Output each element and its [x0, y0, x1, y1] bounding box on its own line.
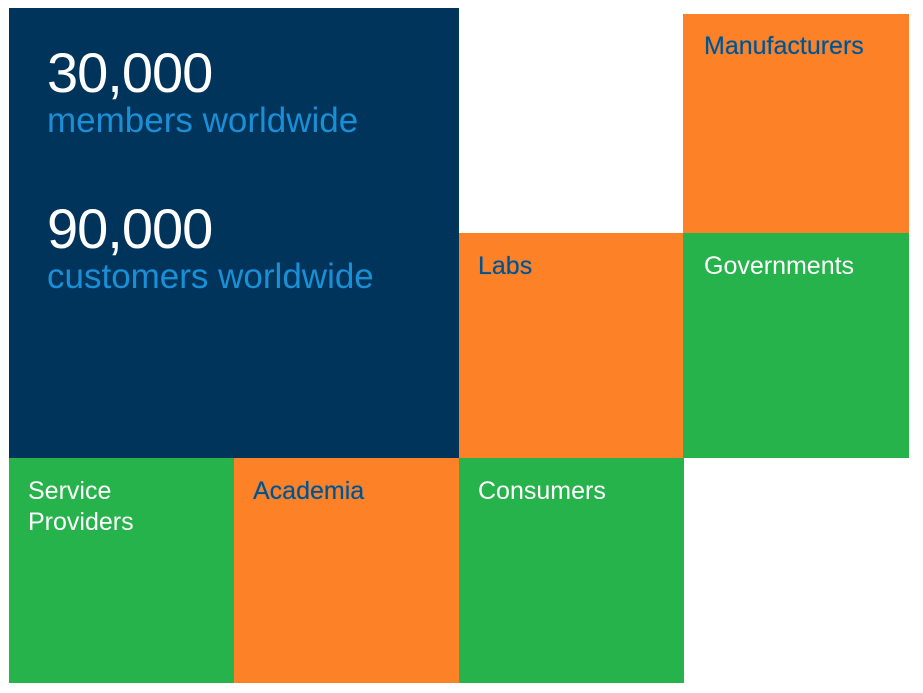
consumers-label: Consumers — [478, 477, 606, 505]
service-providers-label-line2: Providers — [28, 508, 134, 536]
tile-academia: Academia — [234, 458, 459, 683]
tile-service-providers: Service Providers — [9, 458, 234, 683]
members-stat: 30,000 members worldwide — [47, 44, 459, 140]
labs-label: Labs — [478, 252, 533, 280]
manufacturers-label: Manufacturers — [704, 32, 864, 60]
members-count: 30,000 — [47, 41, 213, 104]
customers-label: customers worldwide — [47, 257, 374, 296]
tile-consumers: Consumers — [459, 458, 684, 683]
tile-manufacturers: Manufacturers — [683, 14, 909, 233]
academia-label: Academia — [253, 477, 365, 505]
governments-label: Governments — [704, 252, 855, 280]
tile-labs: Labs — [459, 233, 683, 458]
stats-panel: 30,000 members worldwide 90,000 customer… — [9, 8, 459, 458]
customers-stat: 90,000 customers worldwide — [47, 200, 459, 296]
service-providers-label-line1: Service — [28, 477, 112, 505]
customers-count: 90,000 — [47, 197, 213, 260]
members-label: members worldwide — [47, 101, 359, 140]
tile-governments: Governments — [683, 233, 909, 458]
